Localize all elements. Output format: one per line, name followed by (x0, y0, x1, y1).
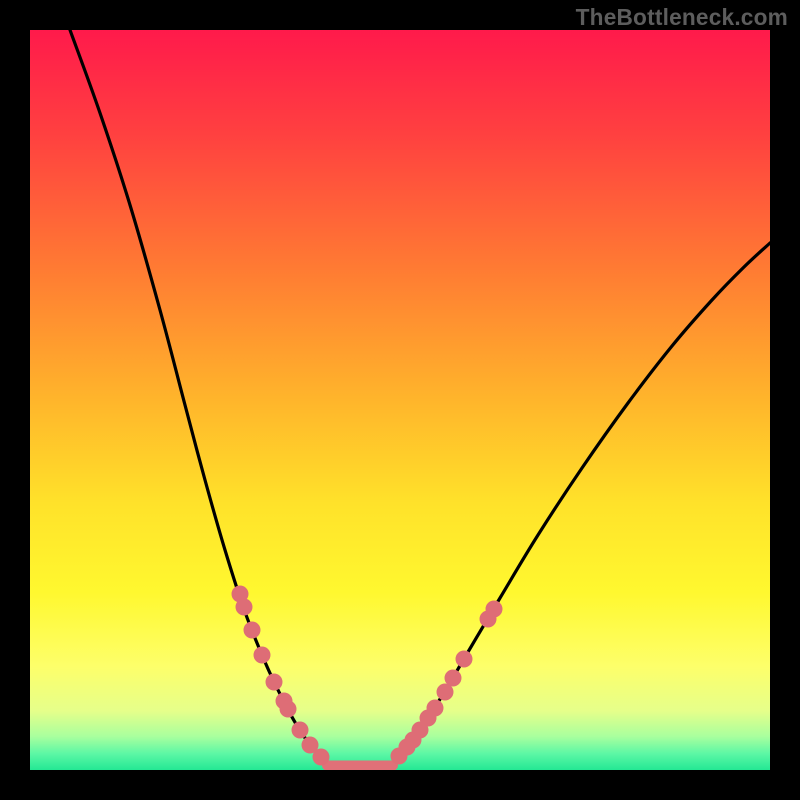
watermark-text: TheBottleneck.com (576, 4, 788, 31)
chart-stage: TheBottleneck.com (0, 0, 800, 800)
marker-dot (280, 701, 297, 718)
marker-dot (292, 722, 309, 739)
marker-dot (445, 670, 462, 687)
marker-dot (313, 749, 330, 766)
marker-dot (486, 601, 503, 618)
marker-dot (427, 700, 444, 717)
marker-dot (244, 622, 261, 639)
bottleneck-chart (0, 0, 800, 800)
marker-dot (456, 651, 473, 668)
marker-dot (254, 647, 271, 664)
gradient-background (30, 30, 770, 770)
marker-dot (236, 599, 253, 616)
marker-dot (266, 674, 283, 691)
